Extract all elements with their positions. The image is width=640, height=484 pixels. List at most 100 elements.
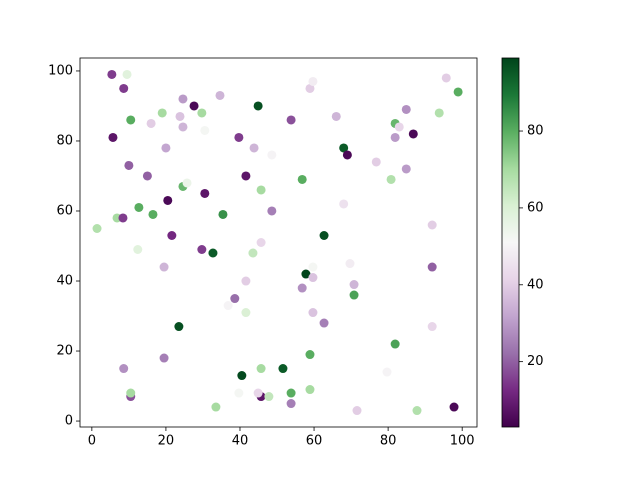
y-tick-label: 40: [56, 274, 73, 289]
scatter-point: [308, 273, 318, 283]
scatter-point: [200, 125, 210, 135]
scatter-point: [241, 308, 251, 318]
scatter-point: [126, 115, 136, 125]
scatter-point: [208, 248, 218, 258]
scatter-point: [163, 195, 173, 205]
colorbar-tick-label: 60: [527, 200, 544, 215]
scatter-point: [390, 339, 400, 349]
scatter-point: [331, 111, 341, 121]
scatter-point: [267, 150, 277, 160]
scatter-point: [301, 269, 311, 279]
scatter-point: [182, 178, 192, 188]
scatter-point: [297, 283, 307, 293]
scatter-point: [286, 388, 296, 398]
scatter-point: [441, 73, 451, 83]
scatter-point: [211, 402, 221, 412]
scatter-point: [223, 301, 233, 311]
colorbar-tick-label: 40: [527, 277, 544, 292]
scatter-point: [453, 87, 463, 97]
plot-frame: [79, 57, 478, 428]
y-tick-label: 80: [56, 133, 73, 148]
scatter-point: [108, 132, 118, 142]
scatter-point: [319, 230, 329, 240]
scatter-point: [159, 353, 169, 363]
scatter-point: [253, 388, 263, 398]
y-tick-label: 0: [65, 414, 73, 429]
scatter-point: [178, 94, 188, 104]
x-tick-label: 80: [380, 434, 397, 449]
scatter-point: [119, 364, 129, 374]
y-tick-label: 20: [56, 344, 73, 359]
scatter-point: [297, 174, 307, 184]
scatter-point: [401, 104, 411, 114]
scatter-point: [161, 143, 171, 153]
scatter-point: [230, 294, 240, 304]
scatter-point: [412, 406, 422, 416]
scatter-point: [159, 262, 169, 272]
x-tick-label: 40: [232, 434, 249, 449]
scatter-point: [256, 238, 266, 247]
scatter-point: [248, 248, 258, 258]
scatter-point: [434, 108, 444, 118]
scatter-point: [286, 115, 296, 125]
scatter-point: [308, 76, 318, 86]
scatter-point: [200, 188, 210, 198]
scatter-point: [308, 308, 318, 318]
scatter-point: [249, 143, 259, 153]
scatter-point: [401, 164, 411, 174]
y-tick-label: 100: [48, 63, 73, 78]
scatter-point: [167, 230, 177, 240]
scatter-point: [133, 245, 143, 255]
scatter-point: [157, 108, 167, 118]
scatter-point: [349, 290, 359, 300]
x-tick-label: 60: [306, 434, 323, 449]
scatter-point: [427, 262, 437, 272]
scatter-point: [345, 259, 355, 269]
scatter-point: [134, 202, 144, 212]
scatter-point: [241, 276, 251, 286]
scatter-point: [256, 364, 266, 374]
x-tick-label: 0: [88, 434, 96, 449]
scatter-point: [319, 318, 329, 328]
scatter-point: [126, 388, 136, 398]
scatter-point: [352, 406, 362, 416]
scatter-point: [308, 262, 318, 272]
scatter-point: [449, 402, 459, 412]
scatter-point: [427, 220, 437, 230]
scatter-point: [394, 122, 404, 132]
scatter-point: [107, 69, 117, 79]
scatter-point: [122, 69, 132, 79]
scatter-point: [146, 118, 156, 128]
scatter-point: [286, 399, 296, 409]
scatter-point: [339, 199, 349, 209]
scatter-point: [148, 209, 158, 219]
scatter-point: [178, 122, 188, 132]
scatter-point: [92, 223, 102, 233]
x-tick-label: 100: [450, 434, 475, 449]
scatter-point: [241, 171, 251, 181]
y-tick-label: 60: [56, 203, 73, 218]
scatter-point: [408, 129, 418, 139]
scatter-point: [349, 280, 359, 290]
scatter-point: [305, 350, 315, 360]
scatter-point: [189, 101, 199, 111]
scatter-point: [175, 111, 185, 121]
scatter-point: [427, 322, 437, 332]
scatter-point: [142, 171, 152, 181]
scatter-point: [386, 174, 396, 184]
scatter-point: [267, 206, 277, 216]
scatter-point: [278, 364, 288, 374]
scatter-point: [174, 322, 184, 332]
colorbar-tick-label: 20: [527, 354, 544, 369]
scatter-point: [218, 209, 228, 219]
scatter-point: [305, 83, 315, 93]
scatter-point: [390, 132, 400, 142]
scatter-point: [234, 388, 244, 398]
scatter-point: [119, 83, 129, 93]
scatter-point: [305, 385, 315, 395]
scatter-point: [118, 213, 128, 223]
colorbar-tick-label: 80: [527, 124, 544, 139]
scatter-point: [234, 132, 244, 142]
scatter-point: [197, 108, 207, 118]
